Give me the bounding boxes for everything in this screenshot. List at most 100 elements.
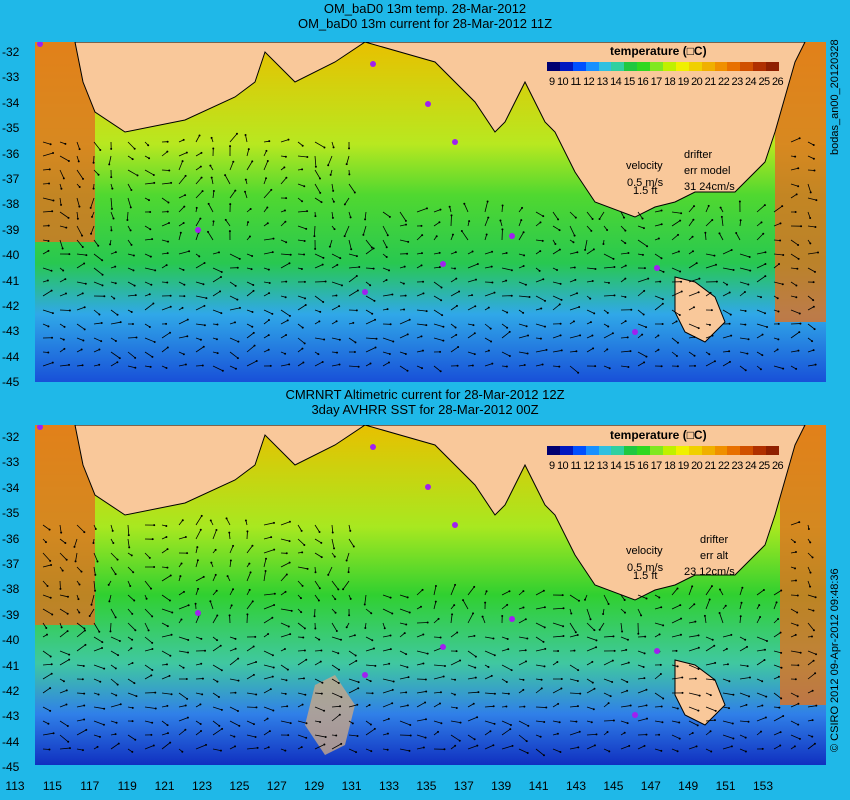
y-tick-label: -45: [2, 375, 20, 390]
current-arrow: [484, 730, 491, 736]
current-arrow-head: [715, 280, 718, 283]
current-arrow: [212, 365, 224, 372]
current-arrow-head: [560, 349, 563, 352]
current-arrow: [654, 606, 662, 610]
current-arrow: [246, 720, 255, 725]
current-arrow-head: [718, 588, 721, 591]
current-arrow: [93, 281, 103, 286]
current-arrow-head: [540, 678, 543, 681]
current-arrow: [59, 211, 69, 219]
current-arrow: [535, 323, 546, 327]
current-arrow-head: [224, 174, 227, 177]
current-arrow-head: [199, 217, 202, 220]
current-arrow: [586, 211, 593, 220]
current-arrow: [535, 720, 545, 723]
current-arrow-head: [199, 165, 202, 168]
current-arrow-head: [718, 611, 721, 614]
current-arrow-head: [363, 603, 366, 606]
y-tick-label: -35: [2, 506, 20, 521]
current-arrow-head: [613, 649, 616, 652]
current-arrow-head: [338, 305, 341, 308]
current-arrow: [603, 678, 613, 683]
current-arrow: [144, 648, 153, 652]
current-arrow-head: [798, 331, 801, 334]
current-arrow: [416, 309, 427, 312]
current-arrow-head: [764, 251, 767, 254]
current-arrow: [314, 295, 324, 303]
current-arrow-head: [356, 703, 359, 706]
current-arrow-head: [763, 204, 766, 207]
current-arrow-head: [795, 296, 798, 299]
current-arrow: [331, 580, 339, 590]
current-arrow-head: [283, 209, 286, 212]
x-tick-label: 129: [304, 779, 325, 793]
current-arrow: [365, 636, 373, 641]
colorbar-swatch: [688, 62, 703, 71]
current-arrow: [399, 632, 405, 638]
current-arrow-head: [606, 228, 609, 231]
current-arrow-head: [286, 668, 289, 671]
bottom-colorbar-title: temperature (□C): [610, 428, 707, 442]
current-arrow: [518, 618, 527, 624]
current-arrow-head: [246, 530, 249, 533]
current-arrow-head: [196, 546, 199, 549]
current-arrow-head: [391, 612, 394, 615]
current-arrow-head: [285, 241, 288, 244]
current-arrow-head: [814, 226, 817, 229]
current-arrow-head: [187, 604, 190, 607]
current-arrow-head: [691, 585, 694, 588]
current-arrow: [484, 363, 493, 367]
current-arrow-head: [658, 633, 661, 636]
current-arrow-head: [660, 365, 663, 368]
current-arrow-head: [645, 597, 648, 600]
current-arrow: [790, 720, 799, 726]
current-arrow-head: [248, 235, 251, 238]
current-arrow-head: [487, 349, 490, 352]
current-arrow: [722, 350, 730, 353]
current-arrow-head: [704, 231, 707, 234]
current-arrow-head: [306, 156, 309, 159]
current-arrow: [110, 211, 114, 219]
current-arrow: [297, 155, 308, 158]
current-arrow-head: [746, 645, 749, 648]
current-arrow-head: [762, 588, 765, 591]
current-arrow: [722, 335, 732, 339]
current-arrow: [450, 632, 458, 638]
x-tick-label: 143: [565, 779, 587, 793]
current-arrow-head: [388, 662, 391, 665]
current-arrow: [127, 337, 137, 339]
current-arrow: [42, 309, 53, 314]
current-arrow-head: [129, 229, 132, 232]
current-arrow: [739, 291, 746, 297]
bottom-side-label: © CSIRO 2012 09-Apr-2012 09:48:36: [829, 568, 841, 752]
current-arrow-head: [67, 159, 70, 162]
current-arrow-head: [779, 222, 782, 225]
current-arrow-head: [471, 250, 474, 253]
colorbar-swatch: [611, 446, 625, 455]
current-arrow-head: [602, 243, 605, 246]
current-arrow: [226, 518, 231, 526]
current-arrow-head: [799, 651, 802, 654]
top-map-svg: [35, 42, 826, 382]
current-arrow-head: [487, 665, 490, 668]
current-arrow: [620, 662, 629, 666]
current-arrow-head: [426, 621, 429, 624]
current-arrow-head: [527, 724, 530, 727]
current-arrow: [484, 266, 492, 269]
current-arrow-head: [119, 321, 122, 324]
current-arrow: [467, 716, 478, 722]
current-arrow: [208, 203, 214, 213]
current-arrow-head: [476, 716, 479, 719]
current-arrow-head: [793, 541, 796, 544]
current-arrow: [59, 278, 66, 283]
current-arrow: [654, 720, 663, 723]
current-arrow-head: [62, 269, 65, 272]
current-arrow: [108, 594, 112, 602]
current-arrow-head: [51, 312, 54, 315]
current-arrow-head: [459, 659, 462, 662]
current-arrow-head: [584, 598, 586, 601]
current-arrow-head: [798, 737, 801, 740]
current-arrow-head: [149, 365, 152, 368]
current-arrow-head: [328, 245, 331, 248]
current-arrow-head: [490, 265, 493, 268]
